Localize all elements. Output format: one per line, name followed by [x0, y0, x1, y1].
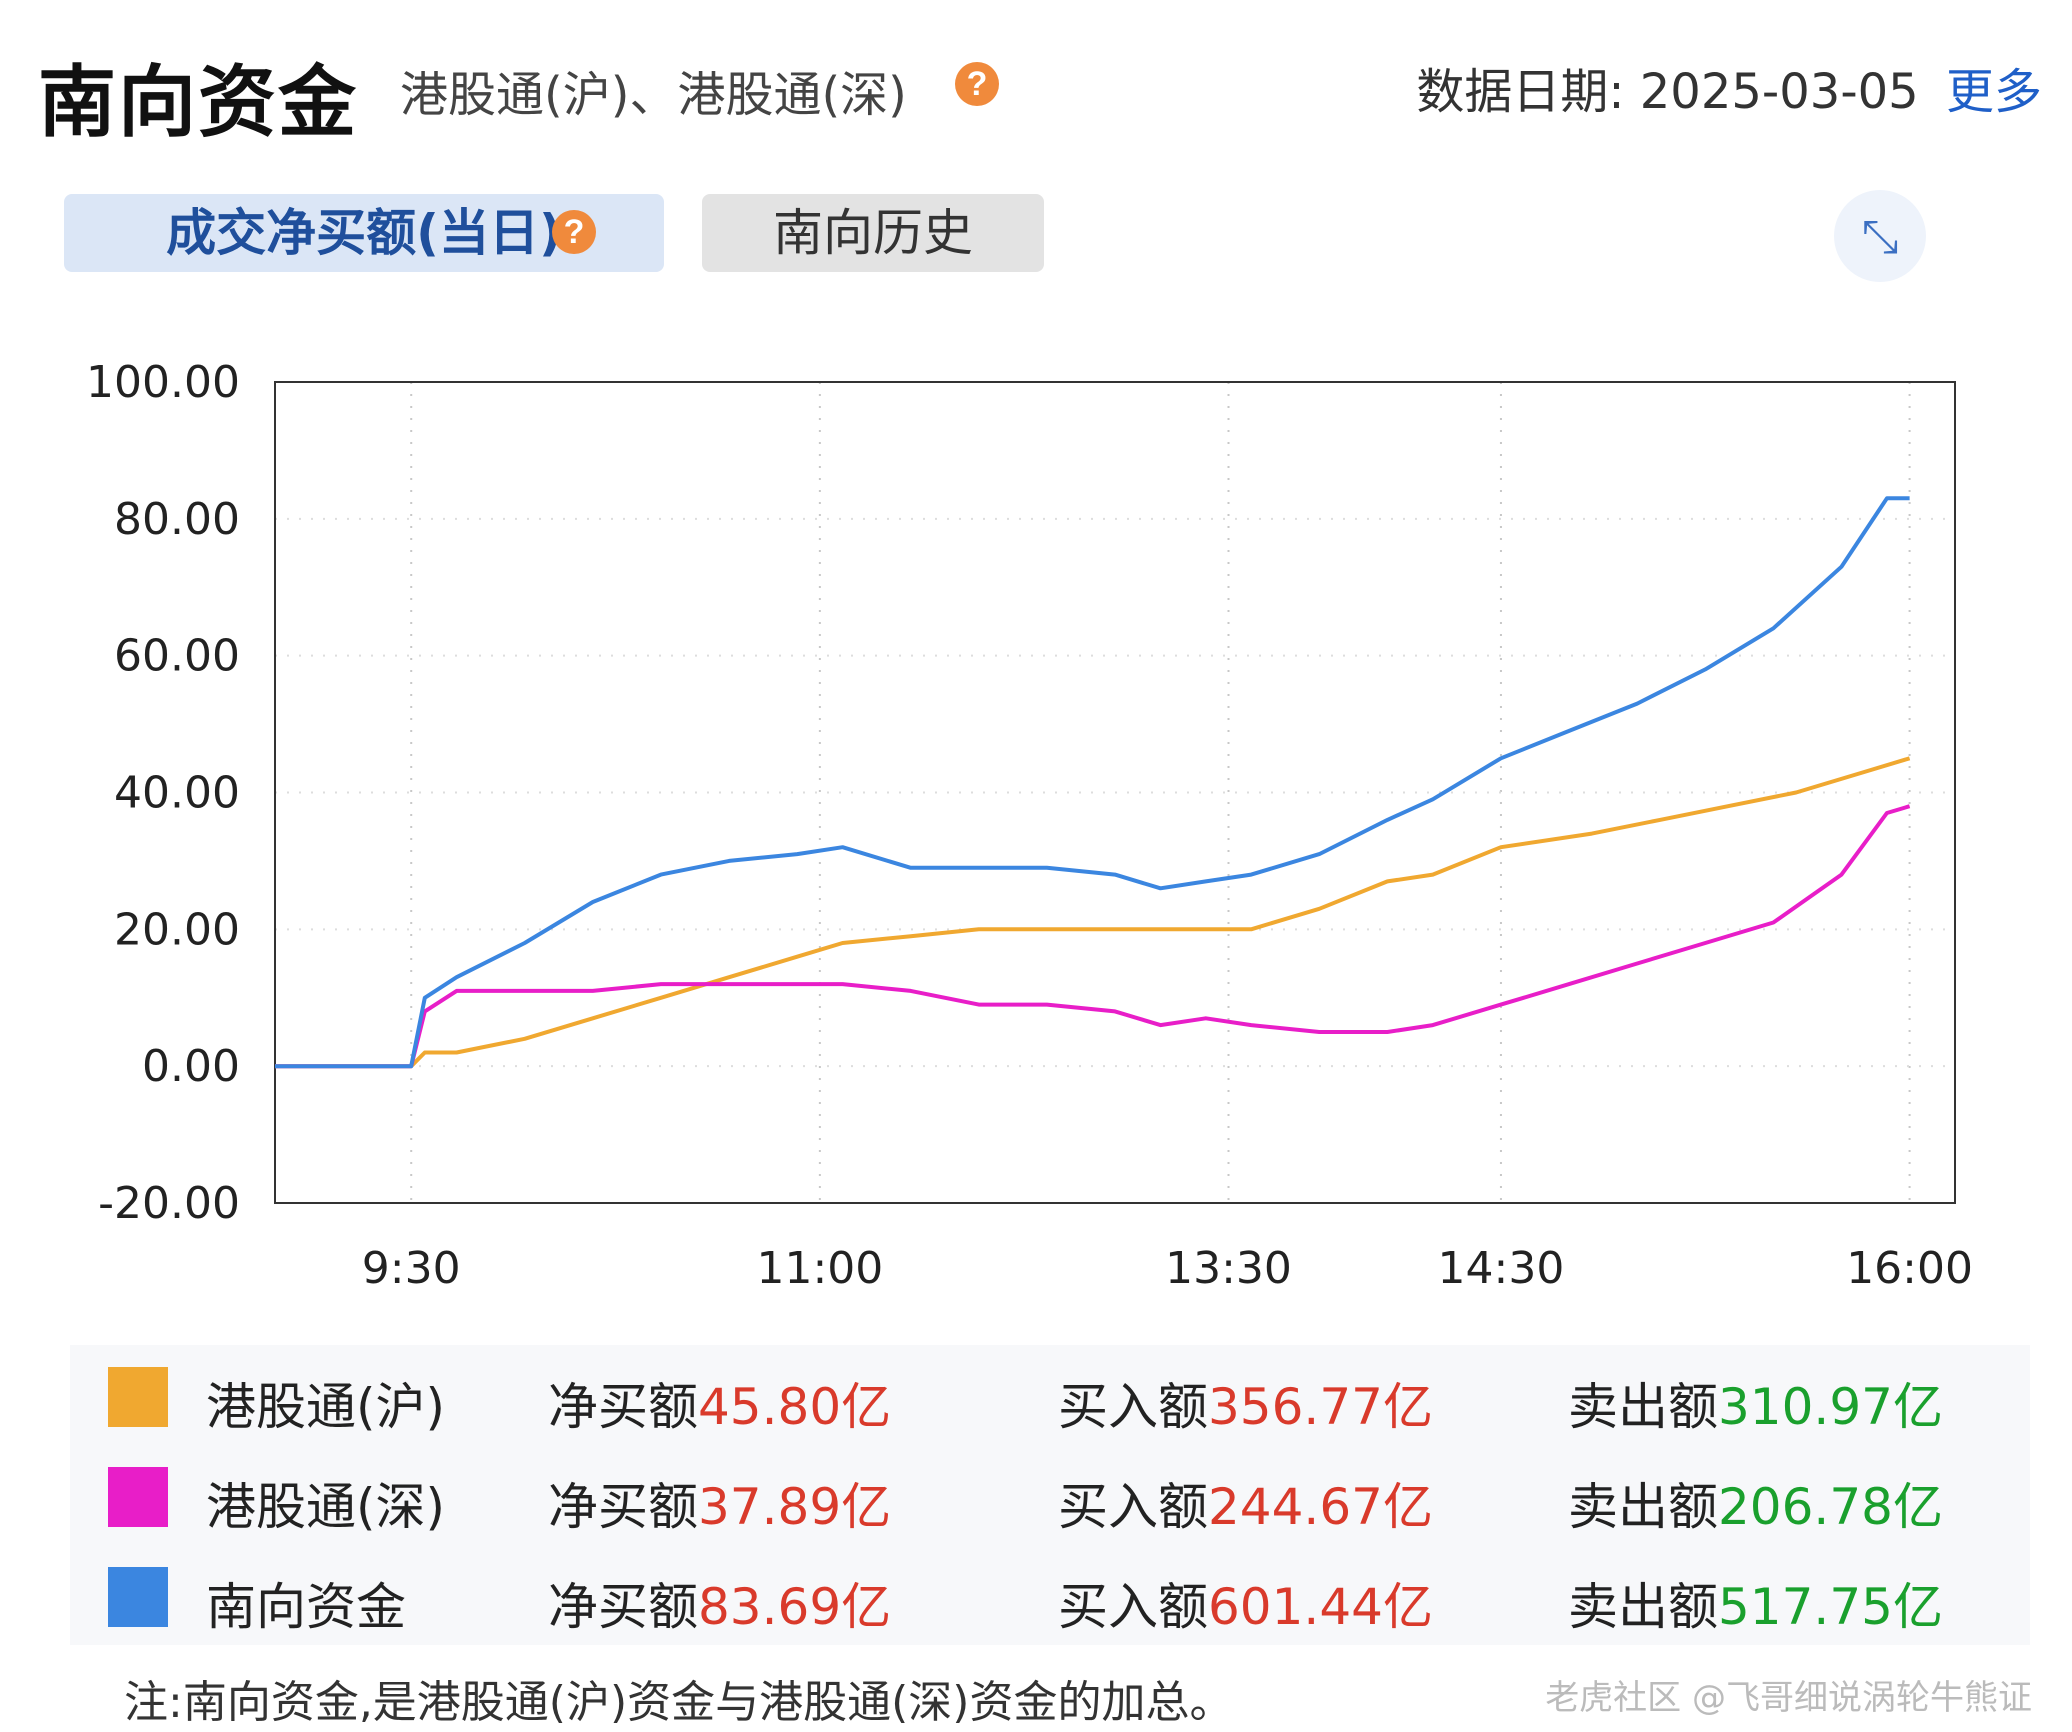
- legend-row: 港股通(深) 净买额37.89亿 买入额244.67亿 卖出额206.78亿: [70, 1445, 2030, 1545]
- legend-swatch: [108, 1467, 168, 1527]
- buy-value: 244.67亿: [1208, 1478, 1433, 1536]
- x-tick-label: 16:00: [1846, 1243, 1973, 1294]
- x-tick-label: 9:30: [362, 1243, 461, 1294]
- legend-row: 南向资金 净买额83.69亿 买入额601.44亿 卖出额517.75亿: [70, 1545, 2030, 1645]
- y-tick-label: 60.00: [114, 631, 240, 682]
- net-buy-label: 净买额: [548, 1578, 698, 1636]
- net-buy-stat: 净买额83.69亿: [548, 1567, 891, 1639]
- legend-row: 港股通(沪) 净买额45.80亿 买入额356.77亿 卖出额310.97亿: [70, 1345, 2030, 1445]
- help-icon[interactable]: ?: [955, 62, 999, 106]
- data-date: 数据日期: 2025-03-05 更多: [1416, 52, 2042, 122]
- net-buy-stat: 净买额37.89亿: [548, 1467, 891, 1539]
- series-line-1: [275, 804, 1911, 1069]
- sell-value: 206.78亿: [1718, 1478, 1943, 1536]
- expand-icon[interactable]: ⤡: [1834, 190, 1926, 282]
- legend-name: 港股通(沪): [206, 1378, 446, 1436]
- sell-stat: 卖出额206.78亿: [1568, 1467, 1943, 1539]
- legend-swatch: [108, 1567, 168, 1627]
- net-buy-stat: 净买额45.80亿: [548, 1367, 891, 1439]
- tab-southbound-history[interactable]: 南向历史: [702, 194, 1044, 272]
- y-tick-label: -20.00: [98, 1178, 240, 1229]
- buy-stat: 买入额601.44亿: [1058, 1567, 1433, 1639]
- legend-table: 港股通(沪) 净买额45.80亿 买入额356.77亿 卖出额310.97亿 港…: [70, 1345, 2030, 1645]
- x-tick-label: 13:30: [1165, 1243, 1292, 1294]
- page-title: 南向资金: [38, 58, 359, 148]
- y-tick-label: 0.00: [142, 1041, 240, 1092]
- more-link[interactable]: 更多: [1945, 64, 2042, 120]
- y-axis-ticks: 100.00 80.00 60.00 40.00 20.00 0.00 -20.00: [86, 357, 240, 1229]
- x-axis-ticks: 9:30 11:00 13:30 14:30 16:00: [362, 1243, 1973, 1294]
- x-tick-label: 14:30: [1438, 1243, 1565, 1294]
- sell-stat: 卖出额310.97亿: [1568, 1367, 1943, 1439]
- y-tick-label: 80.00: [114, 494, 240, 545]
- buy-value: 601.44亿: [1208, 1578, 1433, 1636]
- net-buy-value: 83.69亿: [698, 1578, 892, 1636]
- y-tick-label: 40.00: [114, 768, 240, 819]
- buy-label: 买入额: [1058, 1478, 1208, 1536]
- buy-stat: 买入额244.67亿: [1058, 1467, 1433, 1539]
- footnote: 注:南向资金,是港股通(沪)资金与港股通(深)资金的加总。: [124, 1677, 1234, 1728]
- buy-label: 买入额: [1058, 1578, 1208, 1636]
- sell-label: 卖出额: [1568, 1378, 1718, 1436]
- net-buy-value: 45.80亿: [698, 1378, 892, 1436]
- chart-series: [275, 496, 1911, 1069]
- sell-label: 卖出额: [1568, 1578, 1718, 1636]
- plot-frame: [274, 381, 1956, 1204]
- sell-stat: 卖出额517.75亿: [1568, 1567, 1943, 1639]
- watermark: 老虎社区 @飞哥细说涡轮牛熊证: [1545, 1678, 2032, 1718]
- net-buy-label: 净买额: [548, 1478, 698, 1536]
- buy-stat: 买入额356.77亿: [1058, 1367, 1433, 1439]
- y-tick-label: 100.00: [86, 357, 240, 408]
- buy-value: 356.77亿: [1208, 1378, 1433, 1436]
- series-line-2: [275, 496, 1910, 1069]
- header: 南向资金 港股通(沪)、港股通(深) ? 数据日期: 2025-03-05 更多: [0, 0, 2072, 170]
- date-label: 数据日期:: [1416, 64, 1625, 120]
- sell-value: 517.75亿: [1718, 1578, 1943, 1636]
- legend-name: 港股通(深): [206, 1478, 446, 1536]
- tab-help-icon[interactable]: ?: [552, 210, 596, 254]
- y-tick-label: 20.00: [114, 904, 240, 955]
- net-buy-label: 净买额: [548, 1378, 698, 1436]
- series-line-0: [275, 756, 1911, 1069]
- chart-grid: [275, 382, 1955, 1203]
- buy-label: 买入额: [1058, 1378, 1208, 1436]
- sell-label: 卖出额: [1568, 1478, 1718, 1536]
- page-subtitle: 港股通(沪)、港股通(深): [400, 67, 907, 123]
- net-buy-value: 37.89亿: [698, 1478, 892, 1536]
- legend-swatch: [108, 1367, 168, 1427]
- sell-value: 310.97亿: [1718, 1378, 1943, 1436]
- line-chart: 100.00 80.00 60.00 40.00 20.00 0.00 -20.00 9:3…: [86, 357, 1973, 1294]
- date-value: 2025-03-05: [1639, 64, 1919, 120]
- x-tick-label: 11:00: [756, 1243, 883, 1294]
- legend-name: 南向资金: [206, 1578, 406, 1636]
